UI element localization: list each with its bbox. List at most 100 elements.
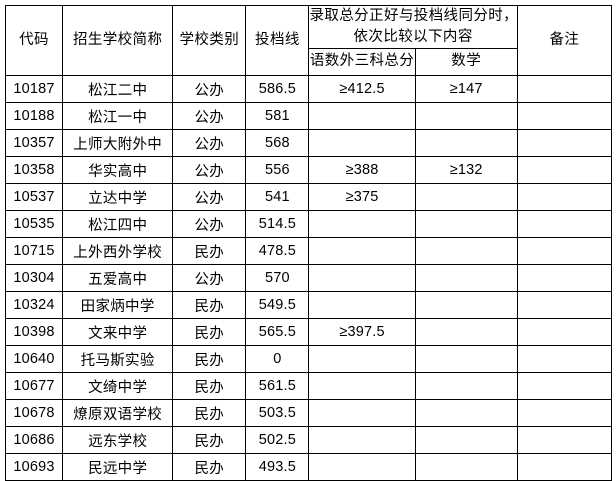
table-row: 10640 托马斯实验 民办 0 bbox=[4, 345, 613, 374]
cell-three-subjects-total bbox=[308, 210, 416, 239]
cell-remark bbox=[516, 183, 613, 212]
cell-code: 10640 bbox=[4, 345, 64, 374]
cell-remark bbox=[516, 129, 613, 158]
table-row: 10304 五爱高中 公办 570 bbox=[4, 264, 613, 293]
cell-remark bbox=[516, 453, 613, 481]
cell-school-name: 松江一中 bbox=[62, 102, 174, 131]
table-row: 10535 松江四中 公办 514.5 bbox=[4, 210, 613, 239]
cell-remark bbox=[516, 237, 613, 266]
column-header-three-subjects-total: 语数外三科总分 bbox=[308, 48, 416, 77]
cell-admission-line: 570 bbox=[245, 264, 310, 293]
cell-remark bbox=[516, 345, 613, 374]
cell-code: 10535 bbox=[4, 210, 64, 239]
cell-three-subjects-total bbox=[308, 129, 416, 158]
cell-code: 10686 bbox=[4, 426, 64, 455]
cell-school-name: 托马斯实验 bbox=[62, 345, 174, 374]
cell-math bbox=[414, 129, 518, 158]
cell-school-name: 上外西外学校 bbox=[62, 237, 174, 266]
cell-code: 10304 bbox=[4, 264, 64, 293]
cell-admission-line: 549.5 bbox=[245, 291, 310, 320]
cell-admission-line: 561.5 bbox=[245, 372, 310, 401]
table-row: 10188 松江一中 公办 581 bbox=[4, 102, 613, 131]
cell-three-subjects-total: ≥412.5 bbox=[308, 75, 416, 104]
cell-remark bbox=[516, 75, 613, 104]
cell-three-subjects-total bbox=[308, 345, 416, 374]
cell-school-name: 远东学校 bbox=[62, 426, 174, 455]
cell-math bbox=[414, 372, 518, 401]
cell-admission-line: 541 bbox=[245, 183, 310, 212]
cell-school-type: 民办 bbox=[172, 453, 247, 481]
cell-admission-line: 565.5 bbox=[245, 318, 310, 347]
column-header-school-name: 招生学校简称 bbox=[62, 4, 174, 77]
cell-admission-line: 478.5 bbox=[245, 237, 310, 266]
cell-school-name: 田家炳中学 bbox=[62, 291, 174, 320]
cell-three-subjects-total bbox=[308, 264, 416, 293]
cell-admission-line: 586.5 bbox=[245, 75, 310, 104]
cell-math: ≥132 bbox=[414, 156, 518, 185]
cell-school-name: 燎原双语学校 bbox=[62, 399, 174, 428]
cell-school-type: 民办 bbox=[172, 372, 247, 401]
table-row: 10324 田家炳中学 民办 549.5 bbox=[4, 291, 613, 320]
cell-school-name: 松江二中 bbox=[62, 75, 174, 104]
table-row: 10686 远东学校 民办 502.5 bbox=[4, 426, 613, 455]
cell-school-name: 文绮中学 bbox=[62, 372, 174, 401]
cell-admission-line: 503.5 bbox=[245, 399, 310, 428]
cell-math bbox=[414, 237, 518, 266]
cell-school-type: 民办 bbox=[172, 318, 247, 347]
table-row: 10537 立达中学 公办 541 ≥375 bbox=[4, 183, 613, 212]
cell-admission-line: 0 bbox=[245, 345, 310, 374]
cell-three-subjects-total: ≥397.5 bbox=[308, 318, 416, 347]
cell-three-subjects-total bbox=[308, 372, 416, 401]
cell-code: 10358 bbox=[4, 156, 64, 185]
cell-school-type: 公办 bbox=[172, 264, 247, 293]
cell-remark bbox=[516, 399, 613, 428]
table-row: 10693 民远中学 民办 493.5 bbox=[4, 453, 613, 481]
column-header-admission-line: 投档线 bbox=[245, 4, 310, 77]
cell-school-name: 上师大附外中 bbox=[62, 129, 174, 158]
cell-math bbox=[414, 399, 518, 428]
cell-school-name: 文来中学 bbox=[62, 318, 174, 347]
admission-table-container: 代码 招生学校简称 学校类别 投档线 录取总分正好与投档线同分时， 依次比较以下… bbox=[4, 4, 613, 481]
table-row: 10715 上外西外学校 民办 478.5 bbox=[4, 237, 613, 266]
table-row: 10357 上师大附外中 公办 568 bbox=[4, 129, 613, 158]
table-row: 10678 燎原双语学校 民办 503.5 bbox=[4, 399, 613, 428]
tiebreak-group-line-1: 录取总分正好与投档线同分时， bbox=[309, 8, 518, 24]
cell-school-type: 公办 bbox=[172, 129, 247, 158]
cell-school-name: 华实高中 bbox=[62, 156, 174, 185]
admission-scores-table: 代码 招生学校简称 学校类别 投档线 录取总分正好与投档线同分时， 依次比较以下… bbox=[4, 4, 613, 481]
cell-school-name: 立达中学 bbox=[62, 183, 174, 212]
cell-math bbox=[414, 183, 518, 212]
cell-school-name: 五爱高中 bbox=[62, 264, 174, 293]
cell-school-name: 松江四中 bbox=[62, 210, 174, 239]
cell-school-type: 公办 bbox=[172, 210, 247, 239]
cell-code: 10398 bbox=[4, 318, 64, 347]
cell-math: ≥147 bbox=[414, 75, 518, 104]
header-row-primary: 代码 招生学校简称 学校类别 投档线 录取总分正好与投档线同分时， 依次比较以下… bbox=[4, 4, 613, 77]
cell-three-subjects-total bbox=[308, 453, 416, 481]
tiebreak-group-line-2: 依次比较以下内容 bbox=[353, 29, 473, 46]
table-row: 10677 文绮中学 民办 561.5 bbox=[4, 372, 613, 401]
cell-school-type: 民办 bbox=[172, 345, 247, 374]
cell-school-type: 公办 bbox=[172, 156, 247, 185]
cell-school-type: 民办 bbox=[172, 291, 247, 320]
cell-school-type: 公办 bbox=[172, 102, 247, 131]
header-row-secondary: 语数外三科总分 数学 bbox=[6, 48, 612, 77]
cell-math bbox=[414, 318, 518, 347]
cell-school-name: 民远中学 bbox=[62, 453, 174, 481]
cell-three-subjects-total bbox=[308, 399, 416, 428]
table-body: 10187 松江二中 公办 586.5 ≥412.5 ≥147 10188 松江一中 公办 581… bbox=[4, 75, 613, 481]
cell-remark bbox=[516, 264, 613, 293]
table-row: 10398 文来中学 民办 565.5 ≥397.5 bbox=[4, 318, 613, 347]
cell-math bbox=[414, 426, 518, 455]
cell-math bbox=[414, 102, 518, 131]
cell-school-type: 公办 bbox=[172, 75, 247, 104]
cell-math bbox=[414, 264, 518, 293]
cell-code: 10693 bbox=[4, 453, 64, 481]
cell-code: 10715 bbox=[4, 237, 64, 266]
table-row: 10358 华实高中 公办 556 ≥388 ≥132 bbox=[4, 156, 613, 185]
cell-remark bbox=[516, 372, 613, 401]
column-header-remark: 备注 bbox=[516, 4, 613, 77]
cell-remark bbox=[516, 291, 613, 320]
cell-code: 10187 bbox=[4, 75, 64, 104]
cell-school-type: 民办 bbox=[172, 426, 247, 455]
